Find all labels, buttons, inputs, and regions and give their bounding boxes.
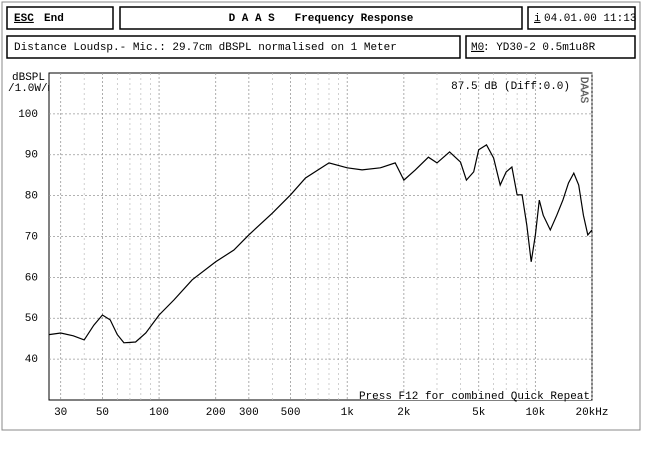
x-tick-label: 10k (525, 407, 545, 419)
model: : YD30-2 0.5m1u8R (483, 42, 596, 54)
hint-annotation: Press F12 for combined Quick Repeat (359, 391, 590, 403)
description: Distance Loudsp.- Mic.: 29.7cm dBSPL nor… (14, 42, 397, 54)
level-annotation: 87.5 dB (Diff:0.0) (451, 81, 570, 93)
x-tick-label: 1k (341, 407, 355, 419)
model-box[interactable] (465, 35, 636, 59)
escape-key: ESC (14, 13, 34, 25)
response-curve (48, 144, 593, 344)
datetime: 04.01.00 11:13 (544, 13, 636, 25)
x-tick-label: 5k (472, 407, 486, 419)
x-tick-label: 500 (281, 407, 301, 419)
x-tick-label: 200 (206, 407, 226, 419)
y-axis-unit: /1.0W/m (8, 83, 55, 95)
end-label: End (44, 13, 64, 25)
info-box[interactable] (527, 6, 636, 30)
escape-button[interactable] (6, 6, 114, 30)
x-tick-label: 50 (96, 407, 109, 419)
x-tick-label: 2k (397, 407, 411, 419)
y-tick-label: 70 (25, 231, 38, 243)
watermark: DAAS (577, 77, 589, 104)
x-tick-label: 300 (239, 407, 259, 419)
y-tick-label: 100 (18, 109, 38, 121)
y-tick-label: 90 (25, 150, 38, 162)
description-box (6, 35, 461, 59)
y-tick-label: 60 (25, 272, 38, 284)
info-key: i (534, 13, 541, 25)
y-axis-label: dBSPL (12, 72, 45, 84)
hint-background (380, 391, 591, 400)
model-key: M0 (471, 42, 484, 54)
title-box (119, 6, 523, 30)
y-tick-label: 50 (25, 313, 38, 325)
y-tick-label: 40 (25, 354, 38, 366)
x-tick-label: 20kHz (575, 407, 608, 419)
x-tick-label: 100 (149, 407, 169, 419)
window-frame (1, 1, 641, 431)
x-tick-label: 30 (54, 407, 67, 419)
title: D A A S Frequency Response (229, 13, 414, 25)
y-tick-label: 80 (25, 191, 38, 203)
